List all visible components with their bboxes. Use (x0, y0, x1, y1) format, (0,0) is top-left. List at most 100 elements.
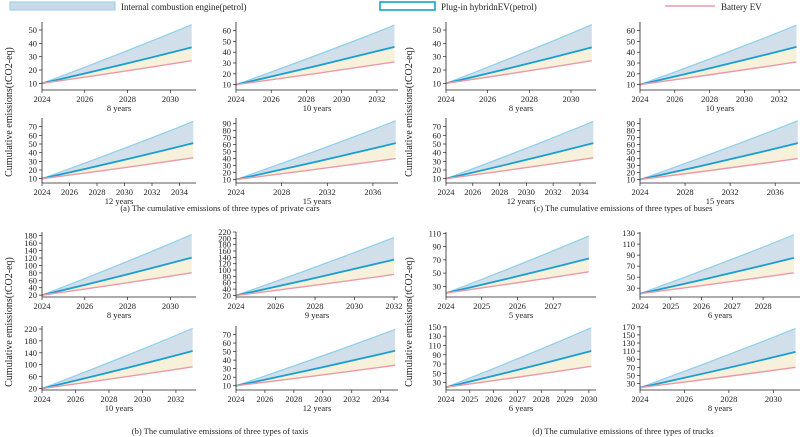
x-tick-label: 2026 (61, 187, 78, 197)
line-phev (445, 350, 592, 389)
x-tick-label: 2032 (144, 187, 161, 197)
y-tick-label: 220 (24, 324, 37, 334)
line-ice (445, 120, 594, 180)
y-axis-title-1: Cumulative emissions(tCO2-eq) (4, 47, 15, 177)
y-tick-label: 20 (223, 168, 232, 178)
line-bev (41, 366, 193, 390)
y-tick-label: 50 (223, 347, 232, 357)
x-tick-label: 2026 (464, 187, 481, 197)
line-ice (445, 327, 592, 388)
x-tick-label: 2028 (701, 94, 718, 104)
y-tick-label: 50 (223, 36, 232, 46)
y-tick-label: 40 (627, 47, 636, 57)
line-phev (41, 46, 192, 85)
y-tick-label: 40 (223, 154, 232, 164)
x-tick-label: 2025 (461, 394, 478, 404)
x-tick-label: 2026 (676, 394, 693, 404)
x-tick-label: 2030 (563, 94, 580, 104)
caption-b: (b) The cumulative emissions of three ty… (132, 426, 308, 436)
y-tick-label: 70 (433, 255, 442, 265)
x-tick-label: 2028 (491, 187, 508, 197)
y-tick-label: 20 (223, 69, 232, 79)
legend-label-phev: Plug-in hybridnEV(petrol) (441, 2, 537, 12)
y-tick-label: 100 (218, 265, 231, 275)
y-tick-label: 160 (24, 238, 37, 248)
legend-swatch-phev (379, 1, 436, 11)
x-tick-label: 2024 (228, 187, 246, 197)
line-ice (639, 24, 797, 86)
y-tick-label: 60 (433, 130, 442, 140)
line-ice (235, 236, 395, 296)
y-tick-label: 150 (622, 330, 635, 340)
y-tick-label: 10 (223, 80, 232, 90)
y-tick-label: 50 (29, 25, 38, 35)
x-axis-label: 15 years (706, 196, 735, 206)
y-axis-title-3: Cumulative emissions(tCO2-eq) (4, 257, 15, 387)
y-tick-label: 30 (223, 364, 232, 374)
y-tick-label: 30 (29, 156, 38, 166)
x-tick-label: 2028 (119, 301, 136, 311)
line-ice (445, 24, 593, 84)
y-tick-label: 40 (433, 148, 442, 158)
x-tick-label: 2034 (171, 187, 189, 197)
y-tick-label: 140 (218, 252, 231, 262)
x-tick-label: 2032 (545, 187, 562, 197)
x-tick-label: 2032 (386, 301, 403, 311)
band-ice-phev (640, 234, 794, 294)
x-axis-label: 10 years (105, 403, 134, 413)
x-axis-label: 8 years (107, 103, 131, 113)
y-tick-label: 20 (29, 290, 38, 300)
line-ice (235, 120, 396, 181)
y-tick-label: 10 (29, 78, 38, 88)
x-axis-label: 6 years (708, 310, 732, 320)
y-tick-label: 30 (627, 379, 636, 389)
x-axis-label: 10 years (706, 103, 735, 113)
x-tick-label: 2026 (267, 301, 284, 311)
y-tick-label: 10 (433, 174, 442, 184)
y-tick-label: 120 (24, 253, 37, 263)
y-tick-label: 30 (29, 52, 38, 62)
y-tick-label: 80 (627, 126, 636, 136)
y-tick-label: 70 (29, 122, 38, 132)
y-tick-label: 60 (223, 140, 232, 150)
line-ice (41, 234, 192, 296)
x-tick-label: 2032 (167, 394, 184, 404)
x-tick-label: 2030 (162, 94, 179, 104)
y-tick-label: 20 (29, 384, 38, 394)
y-tick-label: 50 (433, 139, 442, 149)
y-tick-label: 70 (627, 133, 636, 143)
y-tick-label: 70 (223, 133, 232, 143)
line-bev (639, 272, 794, 295)
y-tick-label: 70 (627, 362, 636, 372)
y-tick-label: 130 (428, 331, 441, 341)
y-tick-label: 80 (223, 271, 232, 281)
x-axis-label: 8 years (708, 403, 732, 413)
y-tick-label: 10 (223, 175, 232, 185)
y-tick-label: 150 (428, 322, 441, 332)
y-tick-label: 70 (433, 359, 442, 369)
line-ice (639, 234, 795, 295)
y-tick-label: 20 (627, 168, 636, 178)
x-tick-label: 2028 (307, 301, 324, 311)
line-bev (445, 271, 589, 294)
line-ice (41, 120, 194, 180)
y-tick-label: 50 (29, 139, 38, 149)
y-tick-label: 10 (433, 78, 442, 88)
y-tick-label: 90 (433, 242, 442, 252)
y-tick-label: 50 (433, 268, 442, 278)
x-tick-label: 2032 (722, 187, 739, 197)
x-axis-label: 8 years (509, 103, 533, 113)
panel-b-3: 20 60 100 140 180 220 2024 2026 2028 2030 2032 10 y… (24, 324, 196, 413)
y-tick-label: 50 (433, 368, 442, 378)
y-tick-label: 40 (223, 355, 232, 365)
x-tick-label: 2036 (767, 187, 784, 197)
legend-label-ice: Internal combustion engine(petrol) (121, 2, 246, 12)
line-ice (235, 328, 396, 387)
x-axis-label: 12 years (105, 196, 134, 206)
